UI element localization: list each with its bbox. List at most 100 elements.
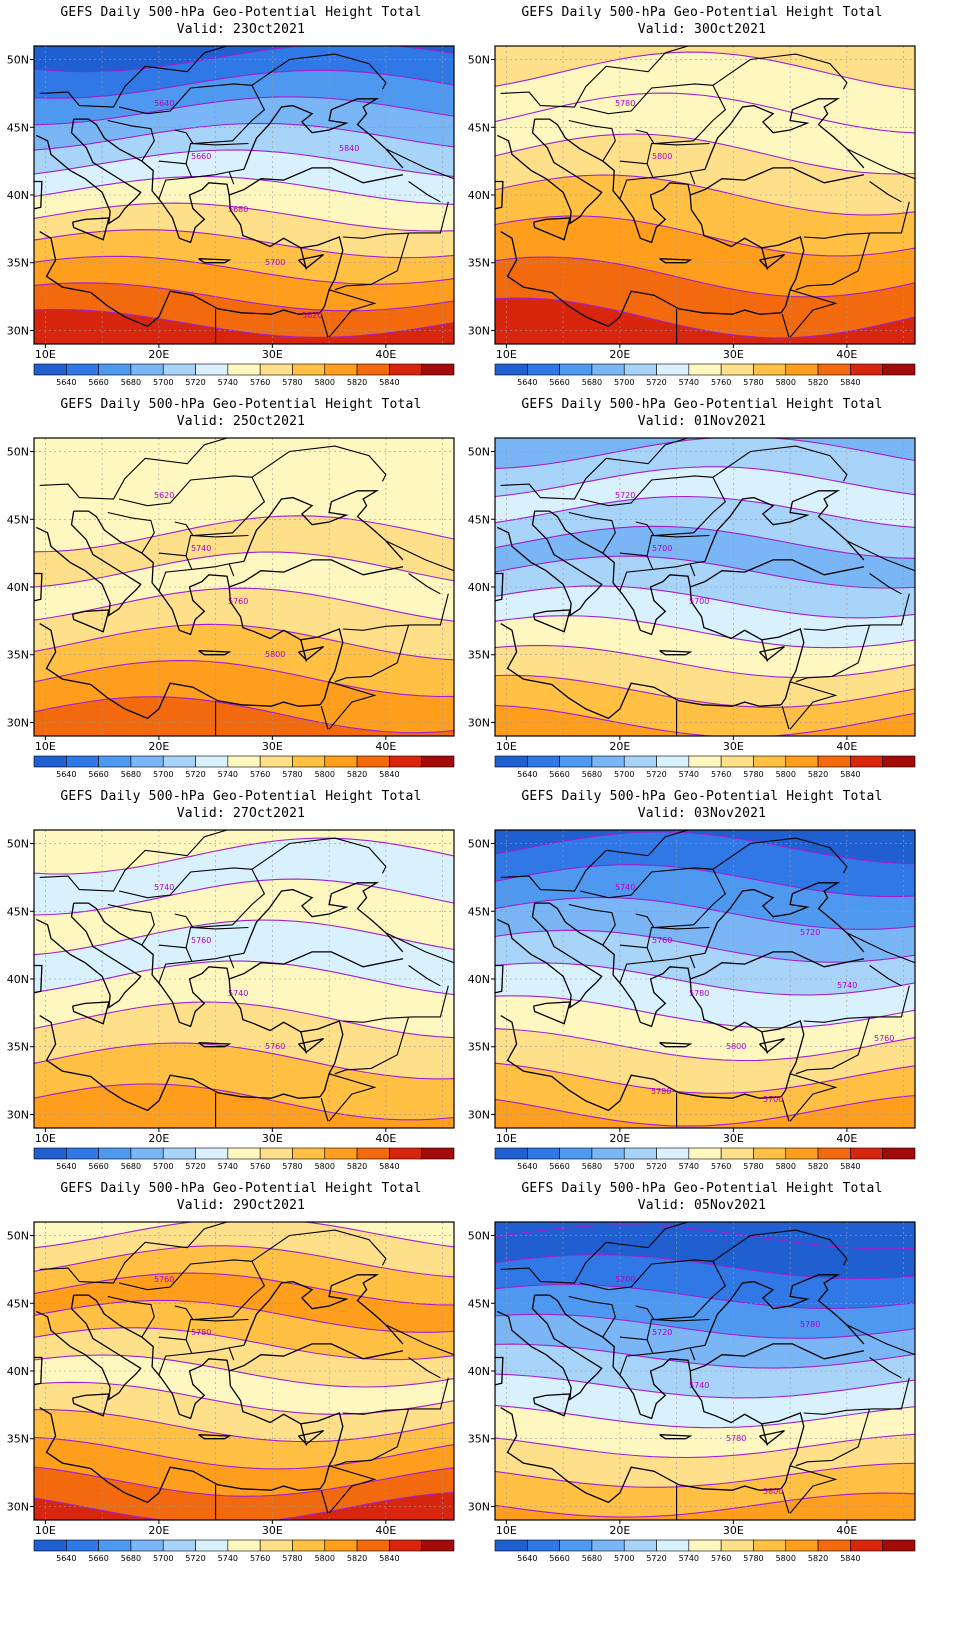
border-line bbox=[619, 1336, 654, 1376]
contour-line bbox=[495, 674, 915, 708]
contour-line bbox=[34, 122, 454, 151]
colorbar-label: 5720 bbox=[185, 1162, 205, 1171]
contour-line bbox=[495, 1224, 915, 1250]
coastline bbox=[759, 1037, 785, 1053]
contour-line bbox=[34, 1491, 454, 1520]
border-line bbox=[107, 511, 155, 554]
map-panel-8: GEFS Daily 500-hPa Geo-Potential Height … bbox=[461, 1176, 943, 1586]
colorbar-swatch bbox=[259, 1147, 293, 1160]
contour-line bbox=[34, 837, 454, 875]
graticule bbox=[495, 830, 915, 1128]
colorbar-label: 5720 bbox=[646, 1162, 666, 1171]
colorbar-label: 5640 bbox=[517, 1554, 537, 1563]
coastline bbox=[761, 247, 769, 270]
colorbar-label: 5680 bbox=[582, 1162, 602, 1171]
colorbar-swatch bbox=[591, 363, 625, 376]
colorbar-label: 5700 bbox=[614, 1162, 634, 1171]
geopotential-map: 5720 5700 5700 50N 45N 40N 35N 30N 10E 20E 30E 40E 5… bbox=[468, 437, 916, 779]
geopotential-map: 5700 5720 5740 5780 5800 5780 50N 45N 40N 35N 30N 1… bbox=[468, 1221, 916, 1563]
colorbar-label: 5820 bbox=[808, 1162, 828, 1171]
contour-line bbox=[34, 229, 454, 259]
colorbar-label: 5640 bbox=[56, 1162, 76, 1171]
border-line bbox=[500, 52, 666, 108]
lat-label: 45N bbox=[7, 513, 29, 526]
colorbar-label: 5640 bbox=[56, 770, 76, 779]
colorbar-label: 5840 bbox=[379, 770, 399, 779]
border-line bbox=[191, 168, 245, 178]
border-line bbox=[619, 160, 654, 200]
colorbar: 5640 5660 5680 5700 5720 5740 5760 5780 5800 5820… bbox=[33, 1147, 455, 1171]
colorbar-label: 5840 bbox=[840, 1162, 860, 1171]
border-line bbox=[500, 1228, 666, 1284]
colorbar-swatch bbox=[753, 1539, 787, 1552]
border-line bbox=[342, 1377, 449, 1415]
colorbar-swatch bbox=[421, 1147, 455, 1160]
border-line bbox=[869, 1357, 902, 1379]
coastline bbox=[689, 1370, 805, 1490]
graticule bbox=[34, 1222, 454, 1520]
contour-line bbox=[495, 1254, 915, 1280]
colorbar-swatch bbox=[559, 1539, 593, 1552]
colorbar-swatch bbox=[356, 363, 390, 376]
colorbar-label: 5740 bbox=[679, 378, 699, 387]
coastline bbox=[532, 217, 571, 241]
border-line bbox=[781, 314, 790, 338]
colorbar-swatch bbox=[882, 1539, 916, 1552]
field-band bbox=[495, 1493, 915, 1520]
coastlines bbox=[495, 438, 915, 736]
border-line bbox=[803, 985, 910, 1023]
colorbar-swatch bbox=[591, 1539, 625, 1552]
contour-label: 5760 bbox=[652, 936, 672, 945]
border-line bbox=[320, 1490, 329, 1514]
lat-label: 45N bbox=[7, 1297, 29, 1310]
shaded-field bbox=[34, 830, 454, 1128]
border-line bbox=[185, 926, 249, 948]
coastline bbox=[36, 510, 142, 617]
lat-label: 40N bbox=[7, 973, 29, 986]
colorbar-label: 5680 bbox=[582, 770, 602, 779]
border-line bbox=[251, 53, 387, 90]
coastline bbox=[689, 194, 805, 314]
border-line bbox=[328, 681, 377, 730]
coastline bbox=[228, 586, 344, 706]
colorbar-label: 5660 bbox=[88, 770, 108, 779]
border-line bbox=[652, 168, 706, 178]
colorbar-label: 5740 bbox=[218, 378, 238, 387]
lat-label: 30N bbox=[468, 1500, 490, 1513]
contour-label: 5720 bbox=[615, 491, 635, 500]
border-line bbox=[334, 1016, 410, 1075]
panel-title: GEFS Daily 500-hPa Geo-Potential Height … bbox=[60, 397, 422, 412]
contour-label: 5700 bbox=[265, 258, 285, 267]
border-line bbox=[789, 289, 838, 338]
lon-label: 10E bbox=[35, 1132, 56, 1145]
border-line bbox=[689, 1347, 696, 1361]
border-line bbox=[803, 593, 910, 631]
colorbar-swatch bbox=[850, 755, 883, 768]
lat-label: 45N bbox=[7, 905, 29, 918]
contour-line bbox=[495, 466, 915, 498]
lon-label: 30E bbox=[262, 740, 283, 753]
map-panel-5: GEFS Daily 500-hPa Geo-Potential Height … bbox=[0, 784, 482, 1194]
border-line bbox=[118, 475, 266, 537]
colorbar-swatch bbox=[195, 363, 229, 376]
lat-label: 45N bbox=[468, 121, 490, 134]
coastline bbox=[228, 1370, 344, 1490]
border-line bbox=[342, 985, 449, 1023]
contour-line bbox=[495, 1313, 915, 1339]
colorbar-label: 5660 bbox=[88, 1162, 108, 1171]
lon-label: 10E bbox=[496, 740, 517, 753]
border-line bbox=[228, 1347, 235, 1361]
colorbar: 5640 5660 5680 5700 5720 5740 5760 5780 5800 5820… bbox=[33, 1539, 455, 1563]
colorbar-swatch bbox=[389, 1147, 422, 1160]
lat-label: 50N bbox=[7, 54, 29, 67]
lat-label: 50N bbox=[468, 54, 490, 67]
geopotential-map: 5740 5760 5780 5800 5700 5720 5740 5760 5780 50N 4… bbox=[468, 829, 916, 1171]
lon-label: 40E bbox=[375, 1524, 396, 1537]
coastline bbox=[71, 609, 110, 633]
colorbar-swatch bbox=[720, 1539, 754, 1552]
colorbar-label: 5660 bbox=[549, 770, 569, 779]
border-line bbox=[251, 1229, 387, 1266]
colorbar: 5640 5660 5680 5700 5720 5740 5760 5780 5800 5820… bbox=[494, 1147, 916, 1171]
